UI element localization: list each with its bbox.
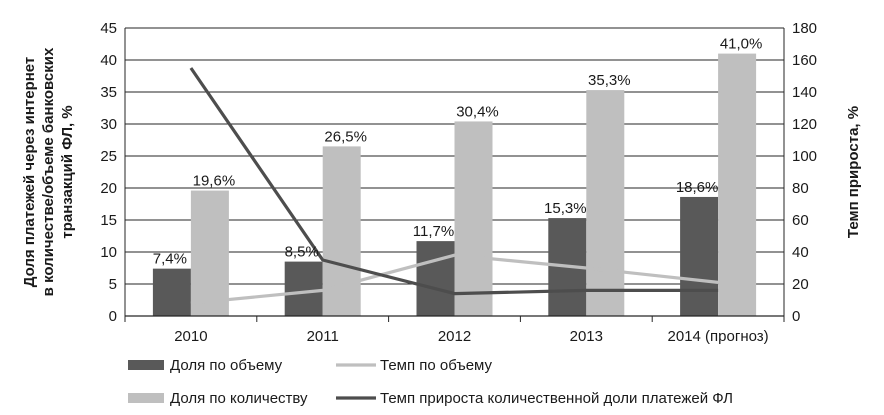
- y2-tick-label: 180: [792, 20, 817, 37]
- data-label: 11,7%: [413, 223, 454, 240]
- lines: [189, 67, 719, 305]
- x-tick-label: 2011: [307, 328, 339, 345]
- bar-count-2011: [322, 146, 361, 316]
- y-axis-title: Доля платежей через интернет в количестве…: [21, 47, 76, 296]
- y-tick-label: 0: [109, 308, 117, 325]
- y2-tick-label: 20: [792, 276, 809, 293]
- y-axis-title-line: транзакций ФЛ, %: [59, 105, 76, 238]
- bar-volume-2012: [416, 241, 455, 316]
- bar-count-2012: [454, 121, 493, 316]
- bar-count-2014: [718, 53, 757, 316]
- y-tick-label: 20: [100, 180, 117, 197]
- x-tick-label: 2012: [438, 328, 471, 345]
- data-label: 30,4%: [456, 103, 499, 120]
- y-axis-title-line: в количестве/объеме банковских: [40, 47, 57, 296]
- y2-tick-label: 140: [792, 84, 817, 101]
- x-tick-label: 2013: [570, 328, 603, 345]
- y-tick-label: 45: [100, 20, 117, 37]
- legend-label: Темп по объему: [380, 357, 493, 374]
- bar-count-2013: [586, 90, 625, 316]
- data-label: 18,6%: [676, 179, 719, 196]
- y2-tick-label: 60: [792, 212, 809, 229]
- legend: Доля по объему Доля по количеству Темп по …: [128, 357, 733, 407]
- data-label: 15,3%: [544, 200, 587, 217]
- x-tick-label: 2014 (прогноз): [668, 328, 769, 345]
- y-tick-label: 35: [100, 84, 117, 101]
- y2-axis-title: Темп прироста, %: [845, 106, 862, 238]
- legend-label: Доля по количеству: [170, 390, 308, 407]
- legend-label: Темп прироста количественной доли платеж…: [380, 390, 733, 407]
- data-label: 19,6%: [193, 173, 236, 190]
- data-labels: 7,4% 8,5% 11,7% 15,3% 18,6% 19,6% 26,5% 30,4% 35…: [153, 36, 763, 268]
- tick-labels: 0 5 10 15 20 25 30 35 40 45 0 20 40 60 80 100 120 140 160 1…: [100, 20, 817, 345]
- bar-volume-2014: [680, 196, 719, 316]
- legend-label: Доля по объему: [170, 357, 283, 374]
- y2-tick-label: 40: [792, 244, 809, 261]
- bar-count-2010: [190, 190, 229, 316]
- data-label: 8,5%: [285, 244, 319, 261]
- y2-tick-label: 160: [792, 52, 817, 69]
- y2-tick-label: 0: [792, 308, 800, 325]
- y-tick-label: 15: [100, 212, 117, 229]
- y-tick-label: 40: [100, 52, 117, 69]
- y2-tick-label: 120: [792, 116, 817, 133]
- bar-volume-2011: [284, 261, 323, 316]
- y-tick-label: 5: [109, 276, 117, 293]
- y-tick-label: 25: [100, 148, 117, 165]
- legend-swatch: [128, 360, 164, 370]
- y2-tick-label: 100: [792, 148, 817, 165]
- line-count-growth: [189, 67, 719, 296]
- bar-volume-2010: [152, 268, 191, 316]
- axes: [124, 28, 785, 322]
- line-volume-growth: [190, 253, 719, 305]
- y-tick-label: 30: [100, 116, 117, 133]
- data-label: 26,5%: [324, 128, 367, 145]
- y-axis-title-line: Доля платежей через интернет: [21, 57, 38, 288]
- legend-swatch: [128, 393, 164, 403]
- data-label: 7,4%: [153, 251, 187, 268]
- y2-tick-label: 80: [792, 180, 809, 197]
- data-label: 35,3%: [588, 72, 631, 89]
- y-tick-label: 10: [100, 244, 117, 261]
- x-tick-label: 2010: [174, 328, 207, 345]
- axis-titles: Доля платежей через интернет в количестве…: [21, 47, 862, 296]
- data-label: 41,0%: [720, 36, 763, 53]
